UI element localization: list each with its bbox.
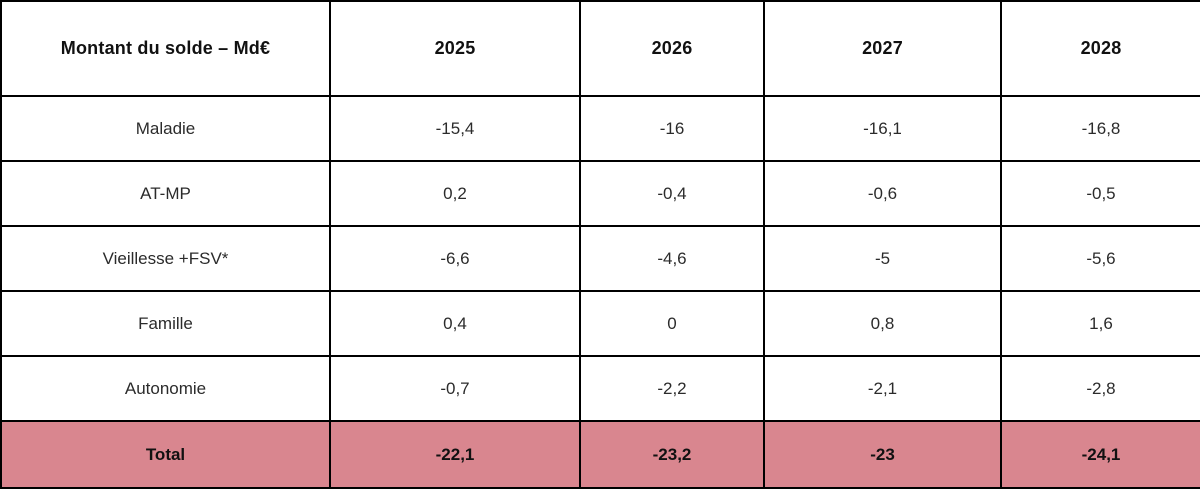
value-cell: -16 xyxy=(579,95,765,162)
value-cell: -5 xyxy=(763,225,1002,292)
value-cell: -4,6 xyxy=(579,225,765,292)
row-label: Autonomie xyxy=(0,355,331,422)
table-row-maladie: Maladie -15,4 -16 -16,1 -16,8 xyxy=(0,95,1200,162)
value-cell: 0,8 xyxy=(763,290,1002,357)
value-cell: -16,1 xyxy=(763,95,1002,162)
table-row-vieillesse: Vieillesse +FSV* -6,6 -4,6 -5 -5,6 xyxy=(0,225,1200,292)
total-value-cell: -22,1 xyxy=(329,420,581,489)
value-cell: -2,8 xyxy=(1000,355,1200,422)
row-label: Vieillesse +FSV* xyxy=(0,225,331,292)
value-cell: -6,6 xyxy=(329,225,581,292)
total-value-cell: -23,2 xyxy=(579,420,765,489)
row-label: AT-MP xyxy=(0,160,331,227)
table-row-atmp: AT-MP 0,2 -0,4 -0,6 -0,5 xyxy=(0,160,1200,227)
value-cell: -2,2 xyxy=(579,355,765,422)
table-row-famille: Famille 0,4 0 0,8 1,6 xyxy=(0,290,1200,357)
value-cell: -0,5 xyxy=(1000,160,1200,227)
value-cell: -0,6 xyxy=(763,160,1002,227)
year-header-2027: 2027 xyxy=(763,0,1002,97)
total-value-cell: -23 xyxy=(763,420,1002,489)
value-cell: 0 xyxy=(579,290,765,357)
value-cell: -15,4 xyxy=(329,95,581,162)
year-header-2025: 2025 xyxy=(329,0,581,97)
value-cell: 1,6 xyxy=(1000,290,1200,357)
value-cell: -0,4 xyxy=(579,160,765,227)
value-cell: 0,4 xyxy=(329,290,581,357)
row-label: Maladie xyxy=(0,95,331,162)
total-value-cell: -24,1 xyxy=(1000,420,1200,489)
header-row: Montant du solde – Md€ 2025 2026 2027 20… xyxy=(0,0,1200,97)
year-header-2028: 2028 xyxy=(1000,0,1200,97)
total-label: Total xyxy=(0,420,331,489)
row-label: Famille xyxy=(0,290,331,357)
table-row-autonomie: Autonomie -0,7 -2,2 -2,1 -2,8 xyxy=(0,355,1200,422)
value-cell: 0,2 xyxy=(329,160,581,227)
value-cell: -16,8 xyxy=(1000,95,1200,162)
year-header-2026: 2026 xyxy=(579,0,765,97)
table-title-cell: Montant du solde – Md€ xyxy=(0,0,331,97)
value-cell: -0,7 xyxy=(329,355,581,422)
value-cell: -2,1 xyxy=(763,355,1002,422)
value-cell: -5,6 xyxy=(1000,225,1200,292)
table-row-total: Total -22,1 -23,2 -23 -24,1 xyxy=(0,420,1200,489)
